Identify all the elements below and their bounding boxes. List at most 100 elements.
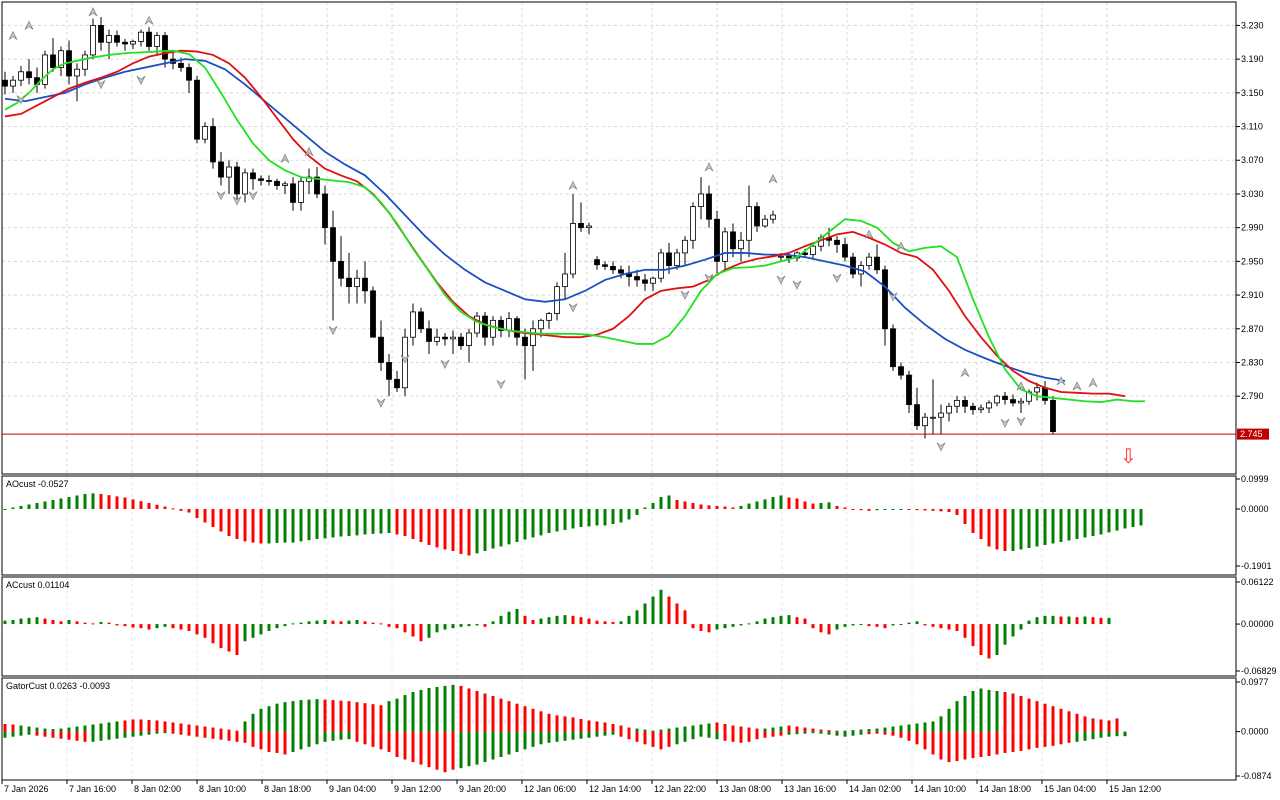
ac-bar	[139, 624, 143, 629]
ac-bar	[891, 624, 895, 626]
ac-bar	[195, 624, 199, 635]
gator-upper-bar	[323, 699, 327, 732]
time-label: 9 Jan 12:00	[394, 784, 441, 794]
gator-upper-bar	[707, 723, 711, 732]
fractal-down-icon	[680, 290, 690, 300]
gator-upper-bar	[291, 701, 295, 732]
price-tick-label: 2.870	[1241, 324, 1264, 334]
fractal-down-icon	[776, 275, 786, 285]
gator-lower-bar	[1003, 731, 1007, 753]
ac-bar	[451, 624, 455, 629]
ao-bar	[443, 508, 447, 550]
ac-axis: 0.06122 0.00000 -0.06829	[1236, 577, 1277, 676]
ao-bar	[1067, 508, 1071, 541]
candle-body	[266, 180, 272, 182]
candle-body	[658, 252, 664, 279]
candle-body	[754, 206, 760, 227]
candle-body	[434, 336, 440, 342]
gator-upper-bar	[427, 687, 431, 732]
gator-upper-bar	[691, 725, 695, 732]
ao-bar	[275, 508, 279, 543]
ac-bar	[315, 620, 319, 625]
time-label: 15 Jan 12:00	[1109, 784, 1161, 794]
gator-lower-bar	[43, 731, 47, 737]
fractal-down-icon	[496, 380, 506, 390]
gator-upper-bar	[683, 726, 687, 732]
ac-bar	[331, 620, 335, 625]
gator-lower-bar	[579, 731, 583, 739]
ao-pane-frame[interactable]	[1, 475, 1237, 576]
gator-lower-bar	[635, 731, 639, 742]
candle-body	[514, 318, 520, 338]
gator-upper-bar	[715, 722, 719, 732]
ao-bar	[899, 508, 903, 510]
gator-upper-bar	[603, 722, 607, 732]
gator-lower-bar	[1115, 731, 1119, 737]
ac-bar	[651, 596, 655, 625]
ac-bar	[539, 618, 543, 625]
grid-layer	[1, 2, 1236, 780]
gator-lower-bar	[723, 731, 727, 741]
ac-bar	[603, 621, 607, 625]
gator-lower-bar	[1011, 731, 1015, 752]
ac-bar	[1075, 617, 1079, 625]
ac-bar	[571, 615, 575, 625]
candle-body	[1010, 399, 1016, 404]
ao-bar	[611, 508, 615, 524]
candle-body	[762, 218, 768, 227]
ao-bar	[883, 508, 887, 510]
ac-bar	[763, 618, 767, 625]
ac-pane-frame[interactable]	[1, 576, 1237, 677]
gator-upper-bar	[547, 713, 551, 732]
candle-body	[650, 277, 656, 284]
gator-upper-bar	[827, 730, 831, 732]
ao-bar	[307, 508, 311, 541]
ao-bar	[211, 508, 215, 527]
candle-body	[954, 399, 960, 407]
time-label: 13 Jan 16:00	[784, 784, 836, 794]
ac-bar	[963, 624, 967, 638]
candle-body	[986, 402, 992, 409]
gator-lower-bar	[547, 731, 551, 743]
price-pane-frame[interactable]	[1, 1, 1237, 475]
gator-upper-bar	[219, 728, 223, 732]
gator-upper-bar	[3, 723, 7, 732]
gator-pane-frame[interactable]	[1, 677, 1237, 781]
ac-bar	[1107, 617, 1111, 625]
axis-tick-label: 0.0999	[1241, 474, 1269, 484]
gator-lower-bar	[923, 731, 927, 750]
time-label: 12 Jan 14:00	[589, 784, 641, 794]
ao-bar	[1139, 508, 1143, 526]
gator-upper-bar	[803, 727, 807, 732]
gator-upper-bar	[107, 722, 111, 732]
gator-histogram	[3, 684, 1127, 773]
gator-upper-bar	[195, 725, 199, 732]
gator-upper-bar	[923, 722, 927, 732]
ac-bar	[915, 621, 919, 625]
ac-bar	[491, 621, 495, 625]
ac-bar	[507, 611, 511, 625]
ac-bar	[91, 623, 95, 625]
ao-bar	[19, 505, 23, 509]
ao-bar	[1019, 508, 1023, 550]
ao-bar	[179, 508, 183, 511]
gator-lower-bar	[587, 731, 591, 738]
ac-bar	[1019, 624, 1023, 630]
ac-bar	[323, 619, 327, 625]
gator-upper-bar	[235, 730, 239, 732]
price-tick-label: 2.990	[1241, 223, 1264, 233]
candle-body	[786, 255, 792, 259]
gator-lower-bar	[931, 731, 935, 755]
ao-bar	[987, 508, 991, 547]
candle-body	[898, 366, 904, 376]
ao-bar	[547, 508, 551, 533]
gator-upper-bar	[371, 704, 375, 732]
gator-lower-bar	[35, 731, 39, 736]
ac-bar	[219, 624, 223, 649]
gator-lower-bar	[595, 731, 599, 737]
price-chart-layer[interactable]	[2, 7, 1146, 452]
ao-bar	[331, 508, 335, 538]
ao-bar	[915, 508, 919, 511]
gator-lower-bar	[571, 731, 575, 740]
